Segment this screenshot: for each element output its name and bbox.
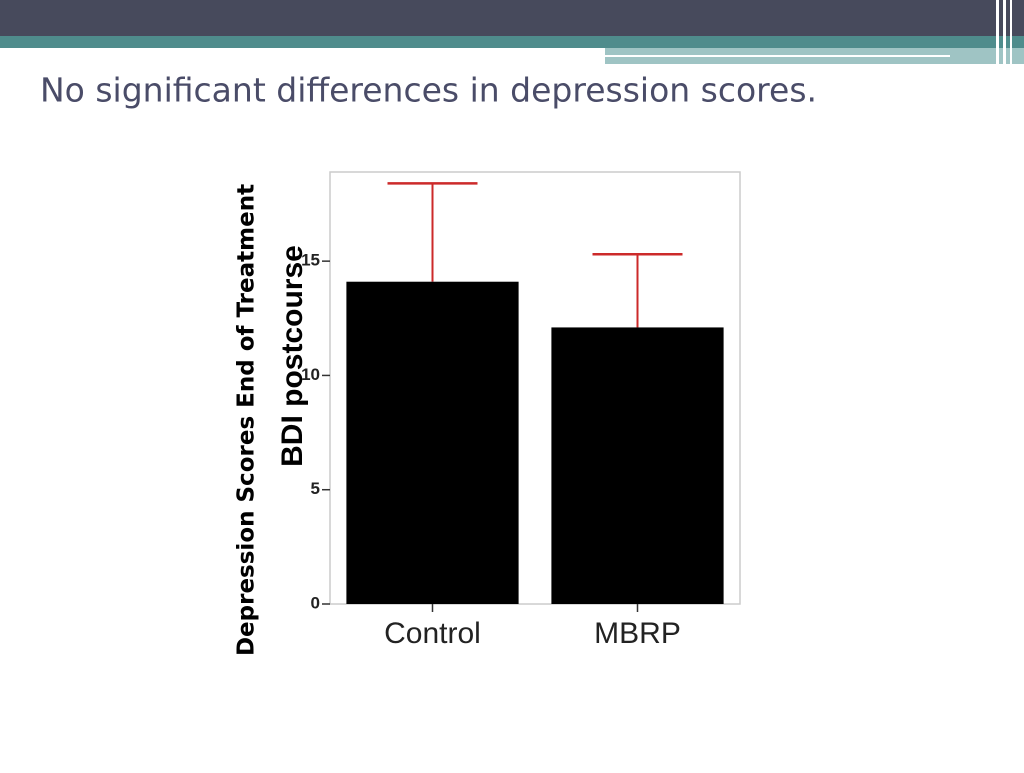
y-tick-label: 10 xyxy=(301,365,320,384)
y-tick-label: 5 xyxy=(311,479,320,498)
y-tick-label: 15 xyxy=(301,251,320,270)
y-tick-label: 0 xyxy=(311,593,320,612)
x-tick-label: Control xyxy=(384,617,481,650)
header-band xyxy=(0,0,1024,36)
bar xyxy=(551,327,724,604)
x-tick-label: MBRP xyxy=(594,617,681,650)
header-stripe xyxy=(0,36,1024,48)
header-line xyxy=(605,55,950,57)
header-bar xyxy=(996,0,999,70)
bar xyxy=(346,281,519,604)
header-bar xyxy=(1010,0,1012,70)
slide-title: No significant differences in depression… xyxy=(40,71,817,110)
y-axis-label-overlay: Depression Scores End of Treatment xyxy=(234,184,260,656)
y-axis-label: BDI postcourse xyxy=(276,245,309,467)
header-bar xyxy=(1003,0,1006,70)
